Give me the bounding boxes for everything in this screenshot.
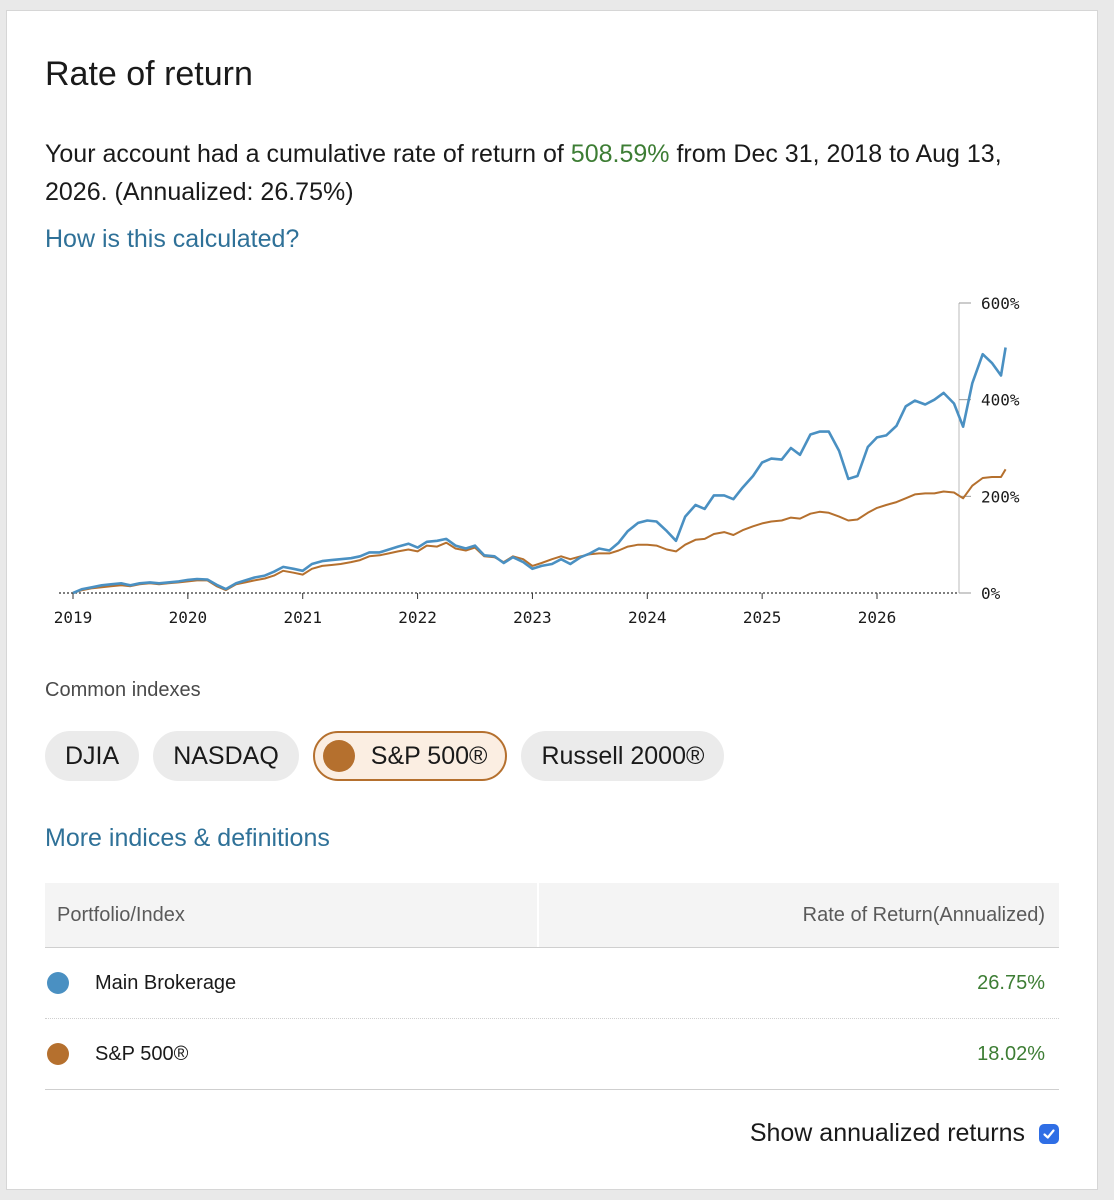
y-tick-label: 600% [981, 294, 1020, 313]
summary-prefix: Your account had a cumulative rate of re… [45, 140, 564, 168]
chip-label: NASDAQ [173, 741, 279, 770]
y-tick-label: 0% [981, 584, 1001, 603]
chip-djia[interactable]: DJIA [45, 731, 140, 781]
chip-sp500[interactable]: S&P 500® [312, 731, 508, 781]
series-line-main-brokerage [72, 347, 1007, 595]
sp500-dot [47, 1043, 69, 1065]
y-tick-label: 200% [981, 487, 1020, 506]
chip-label: Russell 2000® [541, 741, 705, 770]
chip-label: DJIA [65, 741, 120, 770]
returns-table: Portfolio/Index Rate of Return(Annualize… [45, 883, 1059, 1090]
check-icon [1043, 1128, 1055, 1139]
row-name: Main Brokerage [95, 971, 237, 994]
sp500-color-dot [322, 740, 355, 772]
y-tick-label: 400% [981, 391, 1020, 410]
annualized-checkbox[interactable] [1039, 1123, 1059, 1144]
series-line-sp500 [72, 468, 1007, 594]
return-summary: Your account had a cumulative rate of re… [45, 135, 1055, 211]
chip-label: S&P 500® [370, 741, 488, 770]
chip-nasdaq[interactable]: NASDAQ [153, 731, 299, 781]
x-tick-label: 2021 [283, 608, 322, 627]
show-annualized-toggle[interactable]: Show annualized returns [750, 1119, 1059, 1148]
show-annualized-label: Show annualized returns [749, 1119, 1025, 1147]
rate-of-return-chart: 0% 200% 400% 600% 2019 2020 2021 2022 2023 2024 20… [54, 294, 1020, 627]
index-chips: DJIA NASDAQ S&P 500® Russell 2000® [45, 731, 725, 781]
x-tick-label: 2020 [169, 608, 208, 627]
summary-suffix: from Dec 31, 2018 to Aug 13, 2026. (Annu… [45, 140, 1002, 206]
x-tick-label: 2024 [628, 608, 667, 627]
how-calculated-link[interactable]: How is this calculated? [45, 225, 300, 253]
more-indices-link[interactable]: More indices & definitions [45, 824, 330, 852]
col-portfolio-index: Portfolio/Index [45, 883, 539, 947]
col-rate-of-return: Rate of Return(Annualized) [802, 903, 1045, 926]
rate-of-return-card: Rate of return Your account had a cumula… [6, 10, 1098, 1190]
x-tick-label: 2022 [398, 608, 437, 627]
main-brokerage-dot [47, 972, 69, 994]
table-row: Main Brokerage 26.75% [45, 948, 1059, 1019]
page-title: Rate of return [45, 55, 253, 93]
row-value: 18.02% [977, 1042, 1045, 1065]
table-header: Portfolio/Index Rate of Return(Annualize… [45, 883, 1059, 948]
cumulative-return-value: 508.59% [570, 140, 670, 168]
table-row: S&P 500® 18.02% [45, 1019, 1059, 1090]
chip-russell-2000[interactable]: Russell 2000® [521, 731, 725, 781]
x-tick-label: 2026 [858, 608, 897, 627]
common-indexes-label: Common indexes [45, 679, 201, 701]
x-tick-label: 2023 [513, 608, 552, 627]
x-tick-label: 2019 [54, 608, 93, 627]
row-name: S&P 500® [95, 1042, 189, 1065]
row-value: 26.75% [977, 971, 1045, 994]
x-tick-label: 2025 [743, 608, 782, 627]
